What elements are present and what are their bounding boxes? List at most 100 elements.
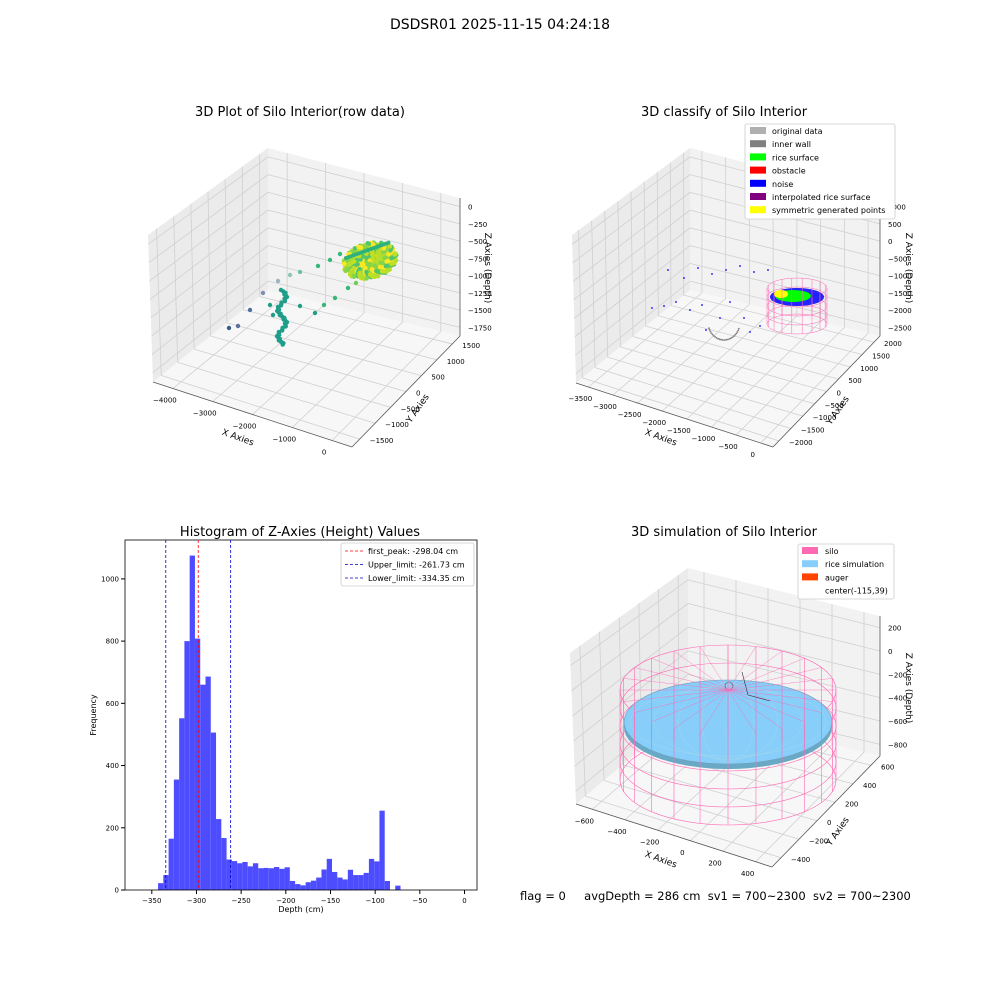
- floor-grid-y: [683, 294, 875, 343]
- histogram-bar: [242, 862, 248, 890]
- histogram-bar: [184, 641, 190, 890]
- data-point: [689, 309, 691, 311]
- data-point: [270, 312, 276, 318]
- data-point: [275, 278, 281, 284]
- silo-spoke: [634, 689, 729, 713]
- floor-grid-y: [243, 309, 437, 361]
- back-grid-z: [267, 191, 461, 242]
- y-axis-label: Y Axies: [824, 394, 852, 427]
- avg-depth-text: avgDepth = 286 cm: [584, 889, 701, 903]
- data-point: [767, 269, 769, 271]
- floor-grid-y: [620, 346, 815, 405]
- data-point: [711, 333, 714, 336]
- left-grid-y: [156, 228, 162, 376]
- silo-spoke: [673, 650, 729, 691]
- y-tick-label: 200: [845, 800, 858, 808]
- floor-grid-y: [622, 764, 818, 822]
- histogram-bar: [247, 866, 253, 890]
- data-point: [708, 329, 711, 331]
- y-tick-label: −1000: [813, 414, 837, 422]
- z-tick-label: −600: [888, 718, 907, 726]
- legend-classify: [744, 123, 896, 220]
- histogram-bar: [263, 867, 269, 890]
- data-point: [357, 266, 362, 272]
- y-tick-label: 0: [837, 390, 841, 398]
- y-tick-label: −500: [401, 405, 420, 413]
- data-point: [722, 339, 724, 341]
- floor-grid-y: [585, 795, 782, 859]
- histogram-bar: [168, 838, 174, 890]
- y-tick-label: 200: [106, 824, 119, 832]
- symmetric-points-region: [774, 290, 788, 298]
- data-point: [367, 261, 372, 266]
- data-point: [705, 329, 707, 331]
- y-tick-label: −1500: [801, 427, 825, 435]
- left-grid-y: [618, 617, 624, 765]
- left-grid-z: [573, 650, 689, 742]
- data-point: [381, 246, 387, 251]
- histogram-bar: [221, 838, 227, 890]
- z-tick-label: −200: [888, 671, 907, 679]
- y-axis-line: [772, 335, 881, 448]
- x-tick-label: −3000: [193, 410, 217, 418]
- x-tick-label: 0: [750, 451, 754, 459]
- data-point: [386, 240, 391, 245]
- data-point: [667, 269, 669, 271]
- floor-grid-y: [607, 356, 803, 417]
- x-tick-label: −2500: [618, 411, 642, 419]
- y-tick-label: 0: [827, 819, 831, 827]
- x-tick-label: −200: [276, 897, 295, 905]
- histogram-bar: [384, 880, 390, 890]
- histogram-bar: [310, 880, 317, 890]
- silo-spoke: [727, 678, 833, 691]
- z-axis-label: Z Axies (Depth): [903, 653, 913, 724]
- y-tick-label: −500: [825, 402, 844, 410]
- z-tick-label: 200: [888, 625, 901, 633]
- left-grid-y: [224, 179, 228, 323]
- scatter-points-raw: [226, 240, 391, 347]
- x-axis-line: [575, 382, 774, 448]
- left-grid-y: [241, 166, 244, 310]
- sv2-text: sv2 = 700~2300: [812, 889, 911, 903]
- left-grid-y: [207, 191, 211, 337]
- x-axis-line: [575, 803, 773, 868]
- y-tick-label: 2000: [884, 340, 902, 348]
- z-tick-label: −1750: [468, 324, 492, 332]
- y-tick-label: 0: [416, 390, 420, 398]
- data-point: [364, 276, 369, 281]
- data-point: [352, 259, 357, 264]
- y-axis-line: [771, 755, 881, 868]
- histogram-bar: [289, 880, 296, 890]
- x-tick-label: −50: [412, 897, 427, 905]
- z-tick-label: −800: [888, 741, 907, 749]
- legend-swatch: [750, 153, 766, 161]
- back-grid-z: [687, 579, 881, 629]
- legend-label: inner wall: [772, 140, 811, 149]
- histogram-bar: [337, 877, 343, 890]
- data-point: [711, 273, 713, 275]
- footer-status: flag = 0 avgDepth = 286 cm sv1 = 700~230…: [520, 889, 911, 903]
- legend-swatch: [750, 206, 766, 214]
- silo-spoke: [634, 667, 729, 691]
- back-grid-z: [687, 626, 881, 675]
- data-point: [374, 258, 380, 263]
- left-grid-z: [572, 626, 689, 717]
- z-tick-label: 500: [888, 221, 901, 229]
- histogram-bar: [363, 872, 369, 890]
- histogram-bar: [332, 871, 338, 890]
- histogram-bar: [326, 858, 332, 890]
- y-tick-label: −200: [809, 837, 828, 845]
- data-point: [737, 327, 740, 330]
- legend-label: interpolated rice surface: [772, 193, 870, 202]
- z-tick-label: −750: [468, 255, 487, 263]
- data-point: [369, 267, 374, 272]
- histogram-bar: [279, 868, 285, 890]
- z-tick-label: −1000: [468, 273, 492, 281]
- data-point: [364, 269, 369, 275]
- left-grid-z: [574, 245, 691, 338]
- data-point: [709, 330, 712, 333]
- left-grid-y: [578, 230, 583, 378]
- silo-spoke: [727, 689, 833, 702]
- data-point: [753, 271, 755, 273]
- data-point: [737, 329, 739, 332]
